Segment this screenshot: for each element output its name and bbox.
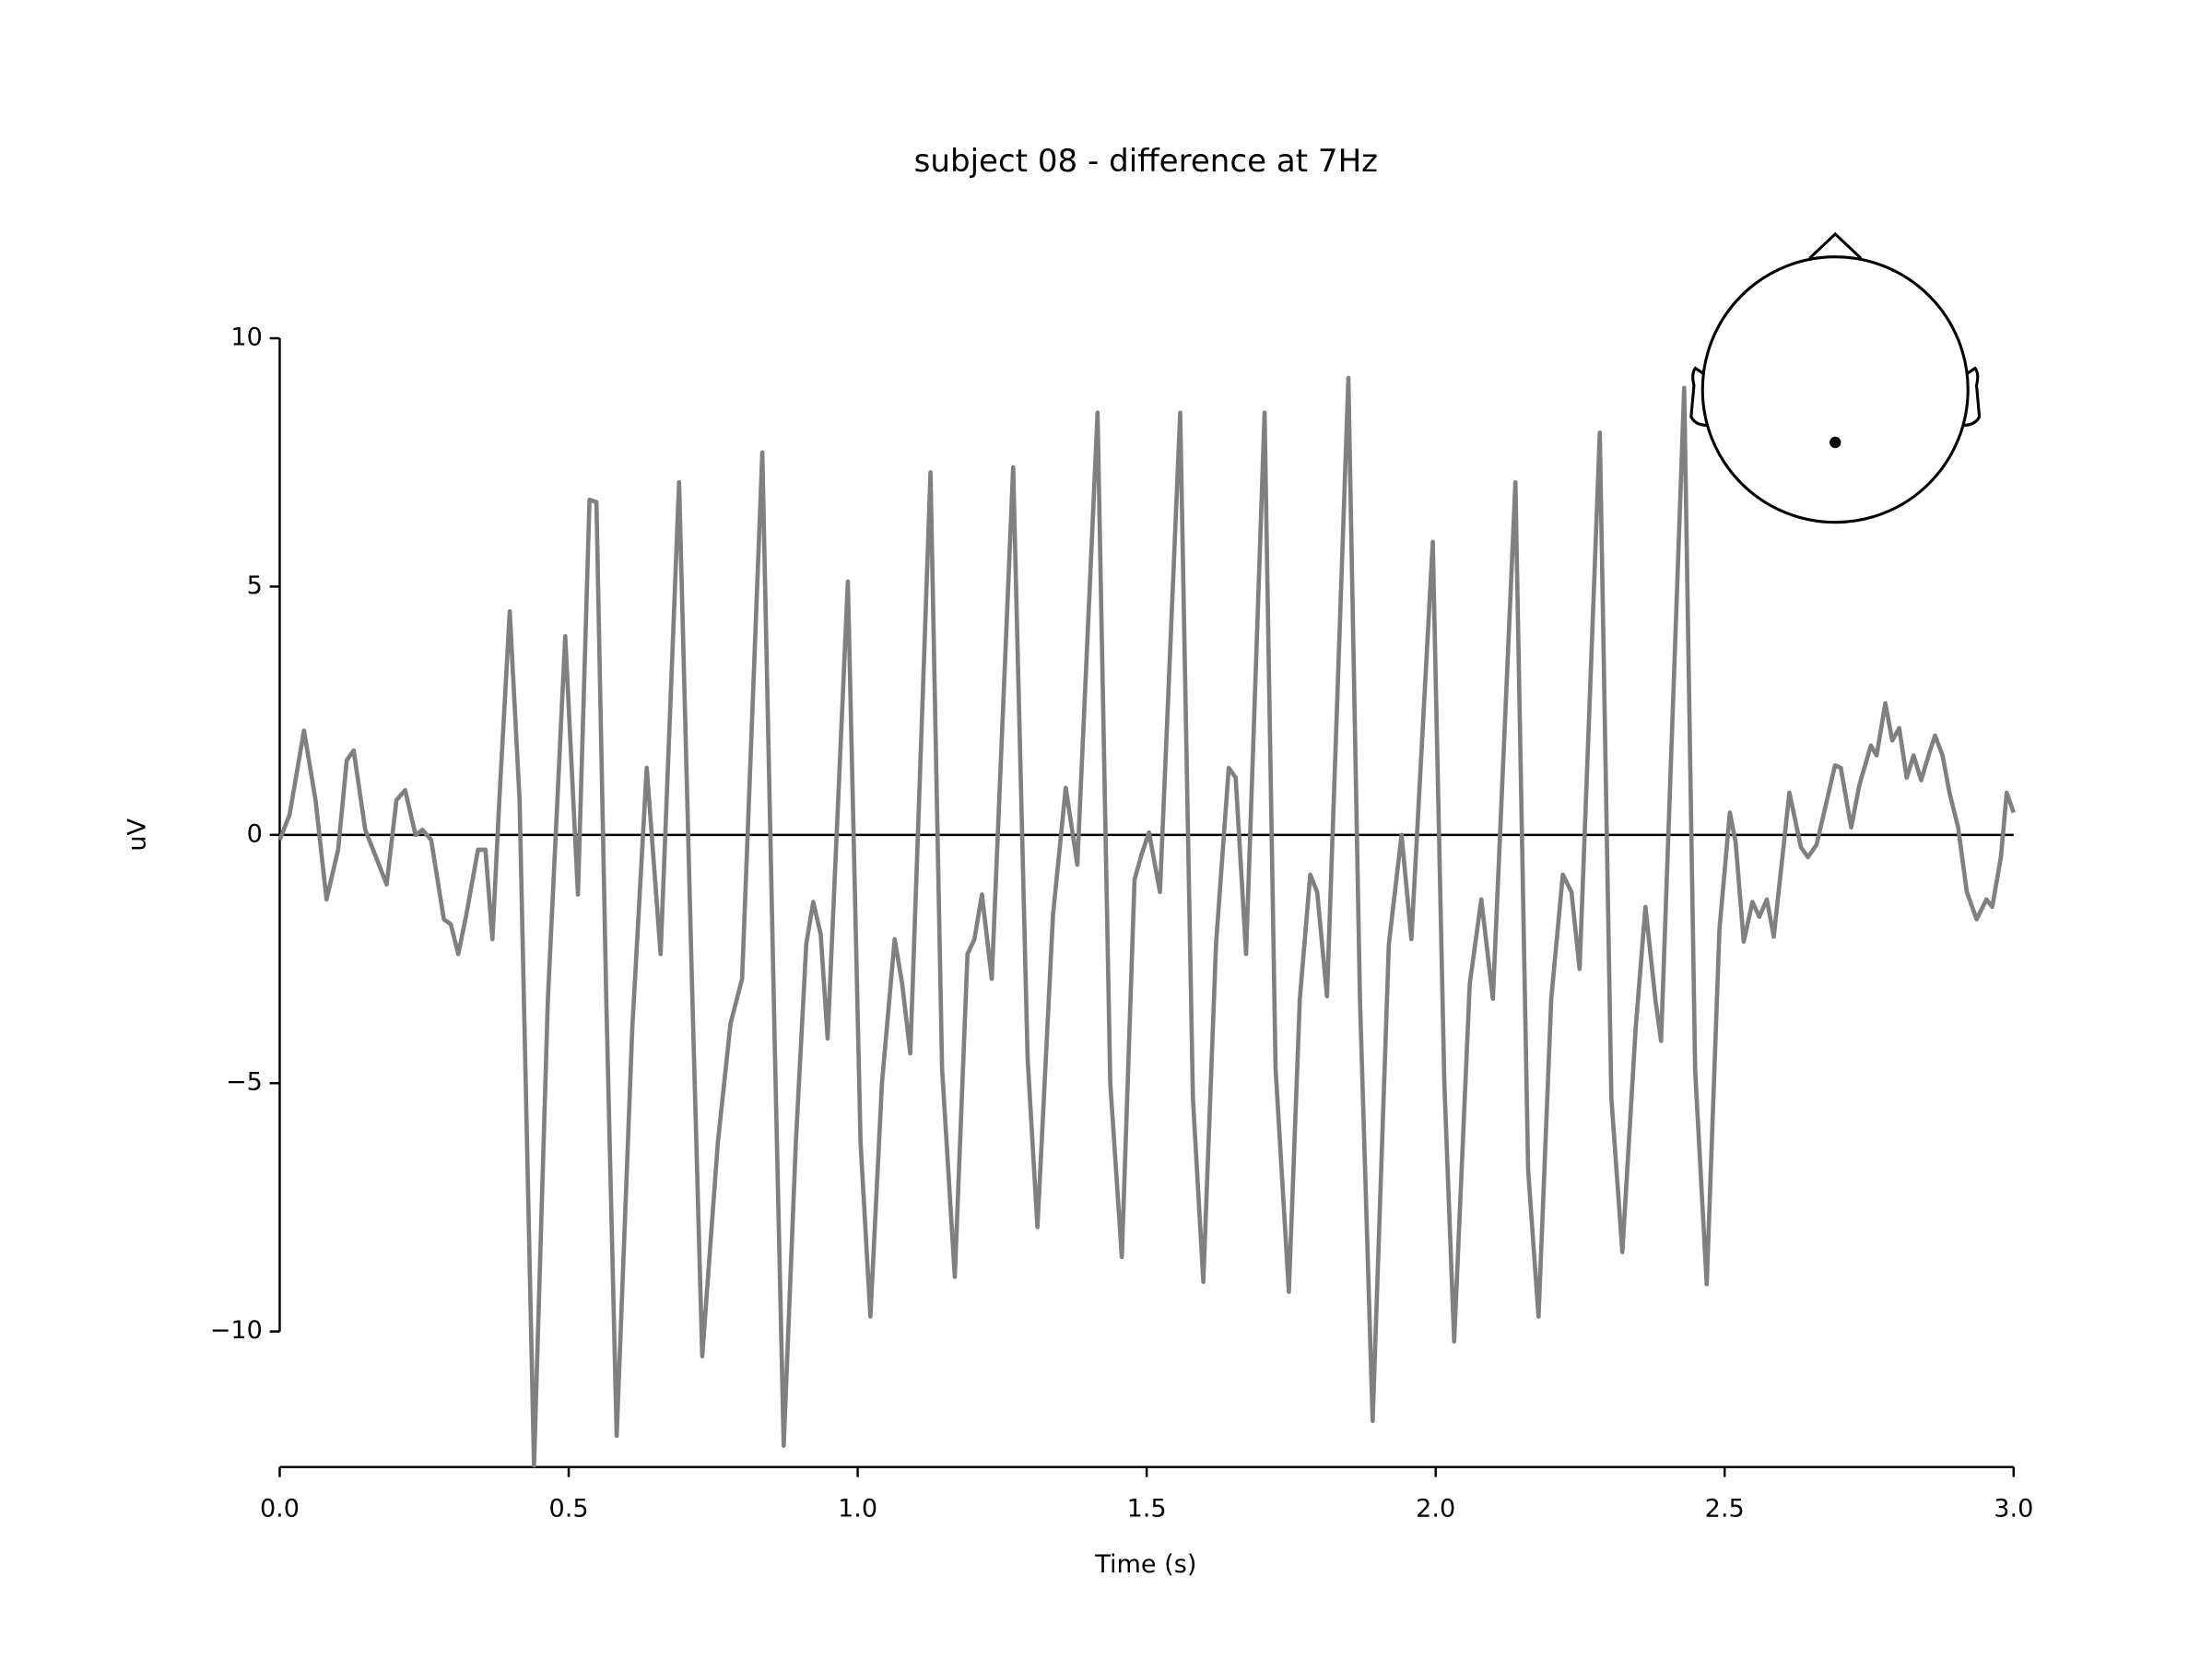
sensor-dot: [1830, 436, 1841, 449]
x-axis-label: Time (s): [1094, 1550, 1196, 1579]
x-tick-label: 2.5: [1705, 1495, 1745, 1524]
x-tick-label: 2.0: [1416, 1495, 1455, 1524]
y-tick-label: 5: [247, 571, 263, 600]
data-line: [277, 375, 2016, 1468]
head-inset: [1689, 231, 1982, 524]
chart-title: subject 08 - difference at 7Hz: [914, 143, 1378, 180]
x-tick-label: 1.5: [1127, 1495, 1167, 1524]
head-outline: [1700, 255, 1970, 524]
head-nose: [1808, 231, 1863, 260]
x-tick-label: 0.5: [548, 1495, 588, 1524]
x-tick-label: 3.0: [1994, 1495, 2033, 1524]
head-left-ear: [1689, 366, 1707, 427]
head-right-ear: [1963, 366, 1982, 427]
y-tick-label: −10: [210, 1316, 263, 1345]
x-tick-label: 0.0: [260, 1495, 300, 1524]
y-tick-label: 10: [230, 324, 262, 352]
y-tick-label: 0: [247, 819, 263, 848]
x-tick-label: 1.0: [838, 1495, 877, 1524]
y-axis-label: uV: [124, 818, 152, 851]
y-tick-label: −5: [226, 1068, 263, 1097]
